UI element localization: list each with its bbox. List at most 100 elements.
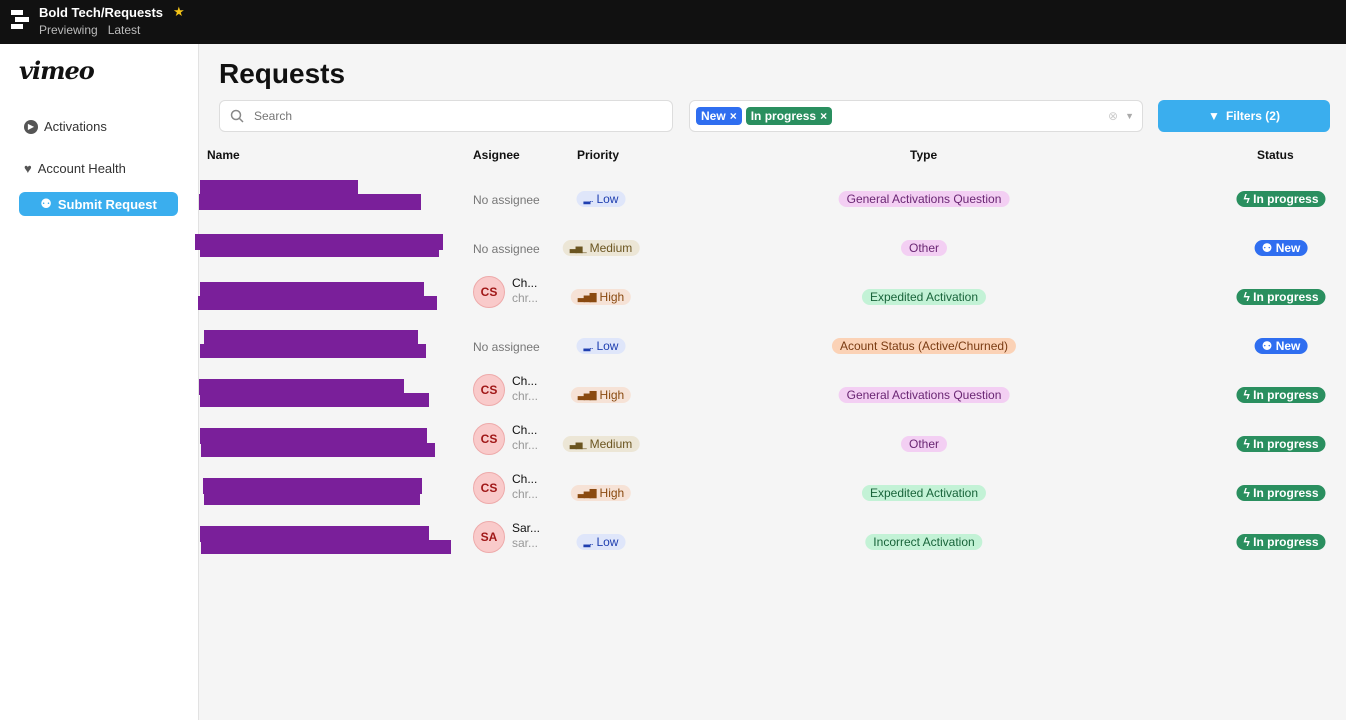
search-input[interactable] bbox=[254, 109, 634, 123]
type-badge: Other bbox=[900, 436, 948, 452]
lightning-icon: ϟ bbox=[1243, 290, 1250, 304]
redacted-name bbox=[198, 296, 437, 310]
assignee-info: Sar... sar... bbox=[512, 521, 540, 551]
type-badge: General Activations Question bbox=[838, 387, 1010, 403]
priority-label: Low bbox=[596, 192, 619, 206]
priority-label: High bbox=[599, 388, 625, 402]
assignee-info: Ch... chr... bbox=[512, 276, 538, 306]
header-type[interactable]: Type bbox=[910, 148, 938, 162]
no-assignee: No assignee bbox=[473, 193, 540, 207]
table-row[interactable]: CS Ch... chr... ▃▅▇ High General Activations … bbox=[199, 374, 1346, 425]
avatar: CS bbox=[473, 423, 505, 455]
redacted-name bbox=[204, 330, 418, 346]
remove-icon[interactable]: × bbox=[729, 109, 737, 123]
avatar: CS bbox=[473, 472, 505, 504]
priority-bars-icon: ▂.. bbox=[583, 536, 594, 547]
chip-in-progress[interactable]: In progress × bbox=[745, 107, 833, 125]
assignee-name: Ch... bbox=[512, 423, 538, 437]
redacted-name bbox=[201, 443, 435, 457]
priority-label: Low bbox=[596, 535, 619, 549]
type-badge: Other bbox=[900, 240, 948, 256]
vimeo-logo: vimeo bbox=[19, 56, 95, 85]
search-box[interactable] bbox=[219, 100, 673, 132]
priority-bars-icon: ▂.. bbox=[583, 340, 594, 351]
status-badge: ϟ In progress bbox=[1236, 534, 1326, 550]
priority-label: High bbox=[599, 486, 625, 500]
assignee-name: Ch... bbox=[512, 472, 538, 486]
assignee-info: Ch... chr... bbox=[512, 374, 538, 404]
clear-icon[interactable]: ⊗ bbox=[1107, 109, 1118, 123]
no-assignee: No assignee bbox=[473, 340, 540, 354]
type-badge: Acount Status (Active/Churned) bbox=[831, 338, 1017, 354]
header-priority[interactable]: Priority bbox=[577, 148, 620, 162]
top-bar: Bold Tech/Requests ★ Previewing Latest bbox=[0, 0, 1346, 44]
status-badge: ⚉ New bbox=[1254, 338, 1308, 354]
chip-new[interactable]: New × bbox=[696, 107, 742, 125]
status-label: New bbox=[1275, 241, 1301, 255]
table-row[interactable]: No assignee ▃▅_ Medium Other ⚉ New bbox=[195, 229, 1346, 278]
status-label: In progress bbox=[1253, 290, 1319, 304]
table-row[interactable]: CS Ch... chr... ▃▅▇ High Expedited Activation… bbox=[199, 472, 1346, 523]
assignee-email: chr... bbox=[512, 438, 539, 452]
status-badge: ϟ In progress bbox=[1236, 387, 1326, 403]
remove-icon[interactable]: × bbox=[820, 109, 828, 123]
priority-bars-icon: ▃▅▇ bbox=[577, 487, 597, 498]
chevron-down-icon[interactable]: ▼ bbox=[1125, 111, 1134, 121]
lightning-icon: ϟ bbox=[1243, 192, 1250, 206]
type-badge: Incorrect Activation bbox=[865, 534, 983, 550]
assignee-email: chr... bbox=[512, 487, 539, 501]
sidebar-item-activations[interactable]: ▶ Activations bbox=[24, 119, 107, 134]
sidebar: vimeo ▶ Activations ♥ Account Health ⚉ Subm… bbox=[0, 44, 199, 720]
no-assignee: No assignee bbox=[473, 242, 540, 256]
assignee-info: Ch... chr... bbox=[512, 423, 538, 453]
header-assignee[interactable]: Asignee bbox=[473, 148, 520, 162]
status-multiselect[interactable]: New × In progress × ⊗ ▼ bbox=[689, 100, 1143, 132]
priority-badge: ▃▅▇ High bbox=[570, 485, 632, 501]
lightning-icon: ϟ bbox=[1243, 437, 1250, 451]
submit-request-button[interactable]: ⚉ Submit Request bbox=[19, 192, 178, 216]
type-badge: Expedited Activation bbox=[861, 289, 987, 305]
redacted-name bbox=[199, 194, 421, 210]
status-badge: ϟ In progress bbox=[1236, 436, 1326, 452]
assignee-name: Ch... bbox=[512, 276, 538, 290]
priority-label: Low bbox=[596, 339, 619, 353]
redacted-name bbox=[200, 243, 439, 257]
status-badge: ϟ In progress bbox=[1236, 289, 1326, 305]
assignee-email: chr... bbox=[512, 389, 539, 403]
table-row[interactable]: No assignee ▂.. Low General Activations Que… bbox=[199, 180, 1346, 229]
priority-bars-icon: ▃▅_ bbox=[569, 242, 587, 253]
avatar: SA bbox=[473, 521, 505, 553]
version-label[interactable]: Latest bbox=[107, 23, 141, 37]
sidebar-item-label: Activations bbox=[44, 119, 107, 134]
redacted-name bbox=[200, 428, 427, 444]
table-row[interactable]: CS Ch... chr... ▃▅_ Medium Other ϟ In progress bbox=[199, 423, 1346, 474]
search-icon bbox=[230, 109, 244, 123]
status-label: In progress bbox=[1253, 192, 1319, 206]
priority-badge: ▂.. Low bbox=[576, 338, 626, 354]
table-row[interactable]: SA Sar... sar... ▂.. Low Incorrect Activation… bbox=[199, 521, 1346, 572]
table-row[interactable]: CS Ch... chr... ▃▅▇ High Expedited Activation… bbox=[198, 276, 1346, 327]
sidebar-item-account-health[interactable]: ♥ Account Health bbox=[24, 161, 126, 176]
user-help-icon: ⚉ bbox=[1261, 339, 1273, 353]
status-label: In progress bbox=[1253, 535, 1319, 549]
status-label: In progress bbox=[1253, 388, 1319, 402]
chip-label: In progress bbox=[750, 109, 817, 123]
status-label: In progress bbox=[1253, 437, 1319, 451]
header-status[interactable]: Status bbox=[1257, 148, 1294, 162]
priority-bars-icon: ▃▅▇ bbox=[577, 389, 597, 400]
assignee-info: Ch... chr... bbox=[512, 472, 538, 502]
filters-button[interactable]: ▼ Filters (2) bbox=[1158, 100, 1330, 132]
priority-label: High bbox=[599, 290, 625, 304]
table-row[interactable]: No assignee ▂.. Low Acount Status (Active/C… bbox=[199, 327, 1346, 376]
filters-label: Filters (2) bbox=[1225, 109, 1280, 123]
status-label: In progress bbox=[1253, 486, 1319, 500]
assignee-name: Sar... bbox=[512, 521, 541, 535]
redacted-name bbox=[201, 540, 451, 554]
page-title: Requests bbox=[219, 58, 346, 89]
user-help-icon: ⚉ bbox=[1261, 241, 1273, 255]
header-name[interactable]: Name bbox=[207, 148, 240, 162]
priority-badge: ▃▅_ Medium bbox=[562, 240, 640, 256]
priority-badge: ▂.. Low bbox=[576, 534, 626, 550]
star-icon[interactable]: ★ bbox=[173, 4, 185, 19]
submit-request-label: Submit Request bbox=[57, 196, 157, 212]
